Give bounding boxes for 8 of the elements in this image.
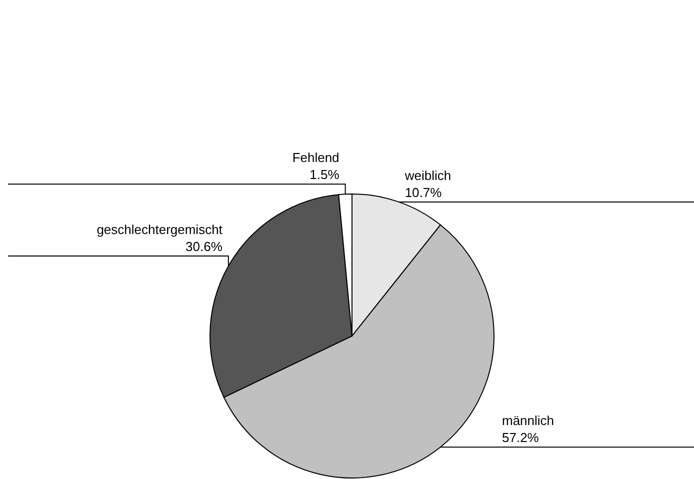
data-label: 57.2% [502,430,540,446]
slice-label: männlich [502,413,554,428]
data-label: 30.6% [186,239,223,254]
data-label: 1.5% [310,167,340,182]
data-label: 10.7% [404,184,442,200]
slice-label: Fehlend [292,150,340,166]
slice-label: weiblich [404,168,452,183]
slice-label: geschlechtergemischt [96,222,223,238]
